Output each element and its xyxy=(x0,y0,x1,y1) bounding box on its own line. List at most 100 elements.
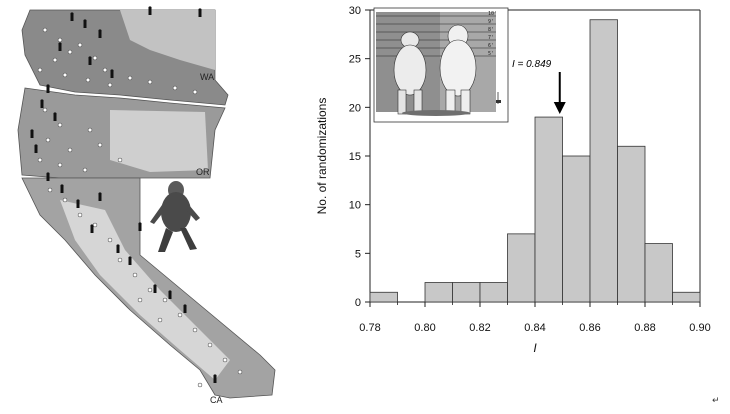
x-tick-label: 0.80 xyxy=(414,322,435,334)
bear-and-bigfoot-comparison-drawing: 10' 9' 8' 7' 6' 5' xyxy=(373,7,509,123)
bigfoot-silhouette-icon xyxy=(116,244,120,253)
bigfoot-silhouette-icon xyxy=(213,374,217,383)
histogram-bar xyxy=(672,291,701,303)
y-tick-label: 15 xyxy=(349,151,361,163)
open-circle-icon xyxy=(107,237,113,243)
histogram-bar xyxy=(617,145,646,303)
open-circle-icon xyxy=(97,142,103,148)
histogram-bar xyxy=(534,116,563,303)
bigfoot-silhouette-icon xyxy=(153,284,157,293)
bigfoot-silhouette-icon xyxy=(168,290,172,299)
open-circle-icon xyxy=(132,272,138,278)
open-circle-icon xyxy=(42,27,48,33)
x-tick-label: 0.82 xyxy=(469,322,490,334)
open-circle-icon xyxy=(67,147,73,153)
bigfoot-silhouette-icon xyxy=(60,184,64,193)
bigfoot-silhouette-icon xyxy=(98,29,102,38)
bigfoot-silhouette-icon xyxy=(30,129,34,138)
x-axis-title: I xyxy=(533,341,537,355)
open-circle-icon xyxy=(117,257,123,263)
open-circle-icon xyxy=(92,222,98,228)
annotation-label: I = 0.849 xyxy=(512,59,552,70)
x-tick-label: 0.86 xyxy=(579,322,600,334)
y-axis-ticks: 0 5 10 15 20 25 30 xyxy=(349,5,370,309)
open-circle-icon xyxy=(207,342,213,348)
open-circle-icon xyxy=(45,137,51,143)
open-circle-icon xyxy=(57,37,63,43)
histogram-bar xyxy=(479,282,508,303)
bigfoot-silhouette-icon xyxy=(90,224,94,233)
histogram-bar xyxy=(369,291,398,303)
bigfoot-silhouette-icon xyxy=(34,144,38,153)
bigfoot-walking-figure xyxy=(142,180,204,254)
open-circle-icon xyxy=(162,297,168,303)
open-circle-icon xyxy=(117,157,123,163)
bigfoot-silhouette-icon xyxy=(70,12,74,21)
bigfoot-silhouette-icon xyxy=(88,56,92,65)
bigfoot-silhouette-icon xyxy=(98,192,102,201)
west-coast-map: WA OR CA xyxy=(17,6,276,405)
bigfoot-silhouette-icon xyxy=(138,222,142,231)
bigfoot-silhouette-icon xyxy=(46,84,50,93)
map-label-wa: WA xyxy=(200,72,214,82)
open-circle-icon xyxy=(77,42,83,48)
open-circle-icon xyxy=(85,77,91,83)
height-marker-lines: 10' 9' 8' 7' 6' 5' xyxy=(376,11,497,57)
bigfoot-silhouette-icon xyxy=(128,256,132,265)
ca-central-valley xyxy=(60,200,230,380)
bigfoot-silhouette-icon xyxy=(198,8,202,17)
map-markers xyxy=(30,6,243,388)
open-circle-icon xyxy=(62,72,68,78)
open-circle-icon xyxy=(147,79,153,85)
height-marker-label: 10' xyxy=(488,11,497,17)
map-label-ca: CA xyxy=(210,395,223,405)
open-circle-icon xyxy=(177,312,183,318)
bigfoot-silhouette-icon xyxy=(83,19,87,28)
y-tick-label: 10 xyxy=(349,200,361,212)
open-circle-icon xyxy=(62,197,68,203)
open-circle-icon xyxy=(77,212,83,218)
open-circle-icon xyxy=(42,107,48,113)
x-tick-label: 0.88 xyxy=(634,322,655,334)
open-circle-icon xyxy=(192,89,198,95)
y-tick-label: 30 xyxy=(349,5,361,17)
open-circle-icon xyxy=(172,85,178,91)
map-label-or: OR xyxy=(196,167,210,177)
histogram-bar xyxy=(424,282,453,303)
height-marker-label: 5' xyxy=(488,51,494,57)
histogram-chart: 0.78 0.80 0.82 0.84 0.86 0.88 0.90 0 5 10 15 20 25 3… xyxy=(315,5,711,355)
y-tick-label: 5 xyxy=(355,248,361,260)
histogram-bar xyxy=(507,233,536,303)
open-circle-icon xyxy=(127,75,133,81)
y-axis-title: No. of randomizations xyxy=(315,98,329,215)
open-circle-icon xyxy=(147,287,153,293)
open-circle-icon xyxy=(157,317,163,323)
open-circle-icon xyxy=(52,57,58,63)
bigfoot-silhouette-icon xyxy=(53,112,57,121)
height-marker-label: 9' xyxy=(488,19,494,25)
bigfoot-silhouette-icon xyxy=(76,199,80,208)
open-circle-icon xyxy=(107,82,113,88)
x-tick-label: 0.90 xyxy=(689,322,710,334)
bigfoot-silhouette-icon xyxy=(183,304,187,313)
x-tick-label: 0.84 xyxy=(524,322,545,334)
open-circle-icon xyxy=(57,122,63,128)
height-marker-label: 6' xyxy=(488,43,494,49)
open-circle-icon xyxy=(102,67,108,73)
open-circle-icon xyxy=(92,55,98,61)
bigfoot-silhouette-icon xyxy=(40,99,44,108)
x-tick-label: 0.78 xyxy=(359,322,380,334)
open-circle-icon xyxy=(237,369,243,375)
bigfoot-silhouette-icon xyxy=(58,42,62,51)
open-circle-icon xyxy=(222,357,228,363)
open-circle-icon xyxy=(67,49,73,55)
open-circle-icon xyxy=(82,167,88,173)
bigfoot-silhouette-icon xyxy=(148,6,152,15)
open-circle-icon xyxy=(87,127,93,133)
open-circle-icon xyxy=(137,297,143,303)
y-tick-label: 0 xyxy=(355,297,361,309)
histogram-bar xyxy=(562,155,591,303)
bigfoot-silhouette-icon xyxy=(110,69,114,78)
open-circle-icon xyxy=(192,327,198,333)
open-circle-icon xyxy=(37,67,43,73)
